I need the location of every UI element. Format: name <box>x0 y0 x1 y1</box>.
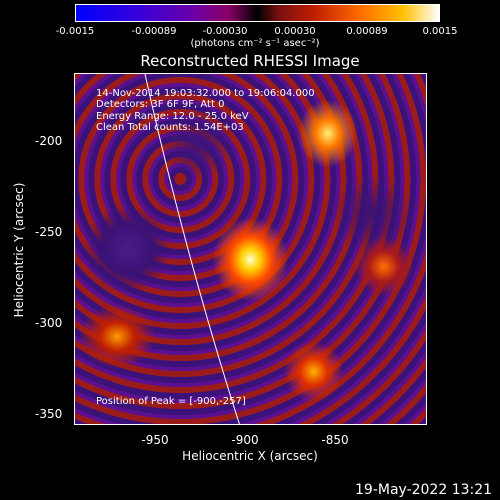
peak-position: Position of Peak = [-900,-257] <box>96 396 246 407</box>
x-tick: -900 <box>231 433 259 447</box>
y-tick: -350 <box>35 407 63 421</box>
info-detectors: Detectors: 3F 6F 9F, Att 0 <box>96 99 225 110</box>
plot-timestamp: 19-May-2022 13:21 <box>355 482 493 498</box>
info-energy: Energy Range: 12.0 - 25.0 keV <box>96 111 249 122</box>
y-tick: -200 <box>35 134 63 148</box>
colorbar-tick: 0.0015 <box>422 26 458 37</box>
colorbar-tick: 0.00089 <box>346 26 388 37</box>
colorbar-tick: 0.00030 <box>274 26 316 37</box>
info-clean: Clean Total counts: 1.54E+03 <box>96 122 244 133</box>
y-axis-label: Heliocentric Y (arcsec) <box>12 182 26 318</box>
colorbar-tick: -0.00089 <box>131 26 177 37</box>
rhessi-image <box>74 73 427 425</box>
image-title: Reconstructed RHESSI Image <box>140 52 360 70</box>
info-time: 14-Nov-2014 19:03:32.000 to 19:06:04.000 <box>96 88 315 99</box>
y-tick: -300 <box>35 316 63 330</box>
x-tick: -850 <box>321 433 349 447</box>
colorbar-tick: -0.0015 <box>55 26 95 37</box>
y-tick: -250 <box>35 225 63 239</box>
x-tick: -950 <box>141 433 169 447</box>
colorbar-tick: -0.00030 <box>202 26 248 37</box>
colorbar <box>75 4 440 22</box>
solar-limb-line <box>144 74 240 424</box>
x-axis-label: Heliocentric X (arcsec) <box>182 449 318 463</box>
colorbar-units: (photons cm⁻² s⁻¹ asec⁻²) <box>190 38 320 49</box>
